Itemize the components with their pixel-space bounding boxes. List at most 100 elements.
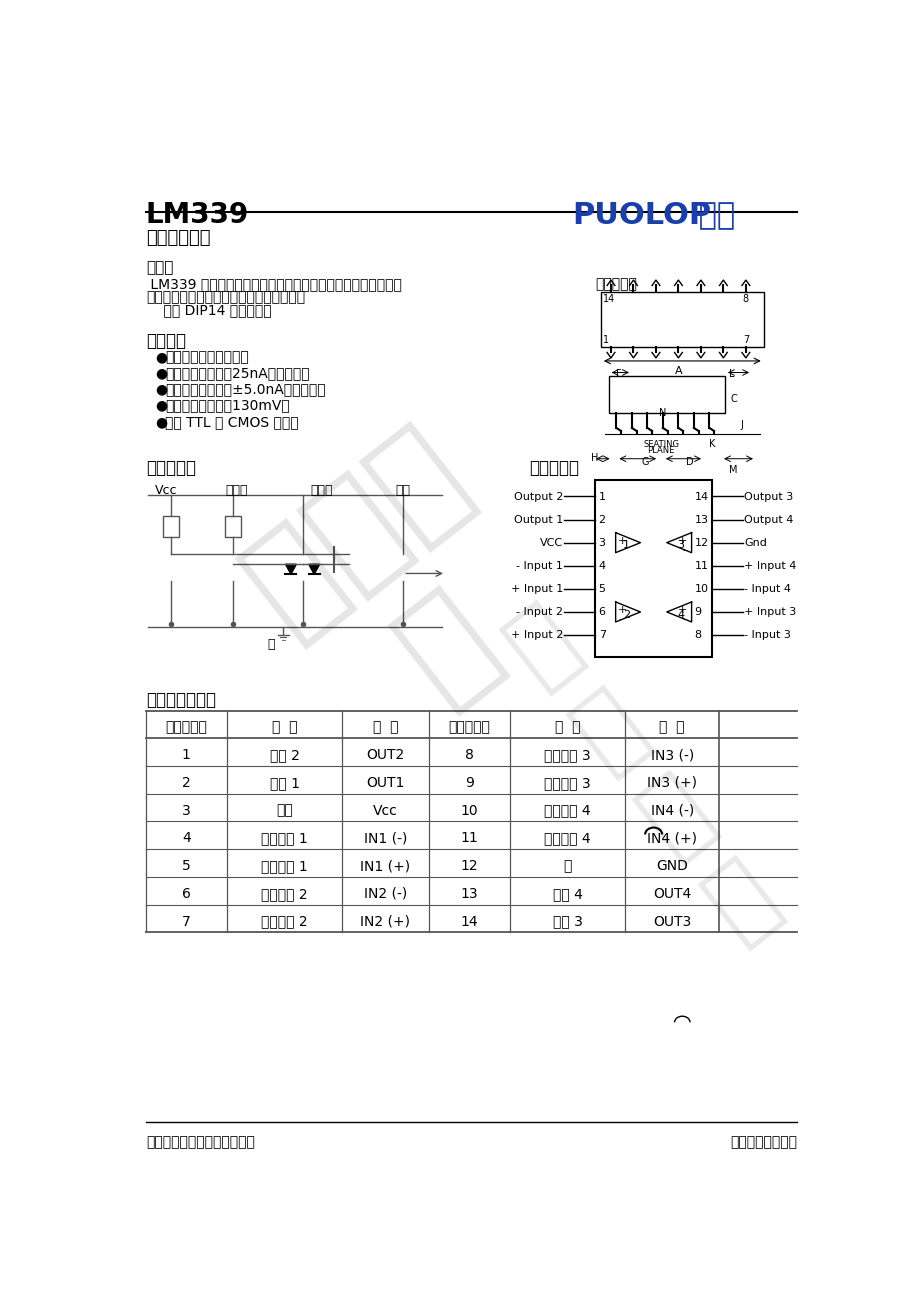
Text: 反相输入 2: 反相输入 2 (261, 887, 308, 900)
Text: 6: 6 (182, 887, 190, 900)
Text: 输出 4: 输出 4 (552, 887, 582, 900)
Text: 反相输入 1: 反相输入 1 (261, 831, 308, 846)
Text: Vcc: Vcc (155, 484, 177, 497)
Text: ●: ● (155, 415, 167, 429)
Text: 4: 4 (182, 831, 190, 846)
Text: 功  能: 功 能 (554, 721, 580, 735)
Text: Output 4: Output 4 (743, 515, 793, 524)
Text: GND: GND (655, 859, 687, 873)
Text: ●: ● (155, 398, 167, 412)
Text: 4: 4 (676, 610, 684, 619)
Text: 1: 1 (603, 334, 608, 345)
Text: 1: 1 (182, 748, 190, 762)
Text: 10: 10 (460, 804, 478, 818)
Bar (595, 480, 711, 657)
Text: 单电源或双电源工作。: 单电源或双电源工作。 (165, 350, 249, 364)
Text: -: - (618, 545, 621, 556)
Text: 输出 2: 输出 2 (269, 748, 300, 762)
Text: 3: 3 (676, 540, 684, 550)
Text: 可与 TTL 及 CMOS 兼容。: 可与 TTL 及 CMOS 兼容。 (165, 415, 299, 429)
Text: 6: 6 (598, 608, 605, 618)
Text: - Input 2: - Input 2 (516, 608, 562, 618)
Text: OUT3: OUT3 (652, 915, 690, 929)
Text: 深圳市骊微电子科技有限公司: 深圳市骊微电子科技有限公司 (146, 1136, 255, 1150)
Text: 地: 地 (562, 859, 572, 873)
Text: 电子产品中，进行电平检波和低电平探测。: 电子产品中，进行电平检波和低电平探测。 (146, 290, 305, 304)
Text: -: - (682, 614, 686, 624)
Text: IN3 (-): IN3 (-) (650, 748, 693, 762)
Polygon shape (309, 565, 319, 574)
Text: +: + (676, 605, 686, 615)
Text: 12: 12 (460, 859, 478, 873)
Text: 10: 10 (694, 584, 708, 595)
Text: 功  能: 功 能 (272, 721, 297, 735)
Text: Output 3: Output 3 (743, 492, 793, 502)
Polygon shape (285, 565, 296, 574)
Text: 9: 9 (464, 775, 473, 790)
Text: 采用 DIP14 封装形式。: 采用 DIP14 封装形式。 (146, 303, 271, 317)
Text: J: J (740, 420, 743, 431)
Text: 5: 5 (598, 584, 605, 595)
Text: 引出端功能符号: 引出端功能符号 (146, 691, 216, 709)
Text: IN2 (+): IN2 (+) (360, 915, 410, 929)
Text: 地: 地 (267, 637, 275, 650)
Text: 1: 1 (622, 540, 630, 550)
Text: 8: 8 (742, 294, 748, 304)
Text: ●: ● (155, 350, 167, 364)
Text: -: - (618, 614, 621, 624)
Text: 5: 5 (182, 859, 190, 873)
Text: 输出: 输出 (395, 484, 410, 497)
Text: LM339 是一块四比较器集成电路，主要应用于消费类和工业类: LM339 是一块四比较器集成电路，主要应用于消费类和工业类 (146, 277, 402, 291)
Text: IN3 (+): IN3 (+) (647, 775, 697, 790)
Text: 输出 3: 输出 3 (552, 915, 582, 929)
Text: OUT1: OUT1 (366, 775, 404, 790)
Text: 管脚排列图: 管脚排列图 (529, 459, 579, 476)
Text: 正相输入 4: 正相输入 4 (544, 831, 590, 846)
Text: 1: 1 (598, 492, 605, 502)
Text: 13: 13 (460, 887, 478, 900)
Text: 2: 2 (598, 515, 605, 524)
Text: 骊
微
电
子: 骊 微 电 子 (491, 591, 792, 954)
Text: 7: 7 (742, 334, 748, 345)
Text: +: + (618, 605, 627, 615)
Text: 引出端序号: 引出端序号 (165, 721, 207, 735)
Text: 四比较器电路: 四比较器电路 (146, 229, 210, 247)
Text: C: C (730, 394, 736, 405)
Text: 14: 14 (603, 294, 615, 304)
Text: 2: 2 (182, 775, 190, 790)
Text: 3: 3 (182, 804, 190, 818)
Text: - Input 3: - Input 3 (743, 631, 790, 640)
Text: 正输入: 正输入 (225, 484, 247, 497)
Text: 主要特点: 主要特点 (146, 332, 186, 350)
Text: 反相输入 4: 反相输入 4 (544, 804, 590, 818)
Text: OUT2: OUT2 (366, 748, 404, 762)
Text: 14: 14 (460, 915, 478, 929)
Text: 内部电路图: 内部电路图 (146, 459, 196, 476)
Text: Output 1: Output 1 (513, 515, 562, 524)
Text: 引出端序号: 引出端序号 (448, 721, 490, 735)
Text: G: G (641, 457, 649, 467)
Text: PUOLOP: PUOLOP (572, 200, 710, 230)
Text: + Input 3: + Input 3 (743, 608, 796, 618)
Text: 11: 11 (460, 831, 478, 846)
Text: 迪浦: 迪浦 (687, 200, 735, 230)
Text: 11: 11 (694, 561, 708, 571)
Text: 骊微电
子: 骊微电 子 (223, 406, 579, 769)
Text: F: F (616, 369, 621, 380)
Text: ●: ● (155, 382, 167, 397)
Text: - Input 4: - Input 4 (743, 584, 790, 595)
Text: 符  号: 符 号 (372, 721, 398, 735)
Text: Vcc: Vcc (373, 804, 397, 818)
Text: 14: 14 (694, 492, 708, 502)
Text: PLANE: PLANE (646, 446, 674, 454)
Text: H: H (590, 453, 597, 463)
Text: 概述：: 概述： (146, 260, 173, 275)
Text: 封装外形图: 封装外形图 (595, 277, 637, 291)
Text: SEATING: SEATING (643, 440, 679, 449)
Text: 负输入: 负输入 (310, 484, 333, 497)
Text: 3: 3 (598, 539, 605, 548)
Text: 半导体专业供应商: 半导体专业供应商 (729, 1136, 796, 1150)
Text: 7: 7 (598, 631, 605, 640)
Bar (600, 291, 763, 347)
Text: D: D (686, 457, 693, 467)
